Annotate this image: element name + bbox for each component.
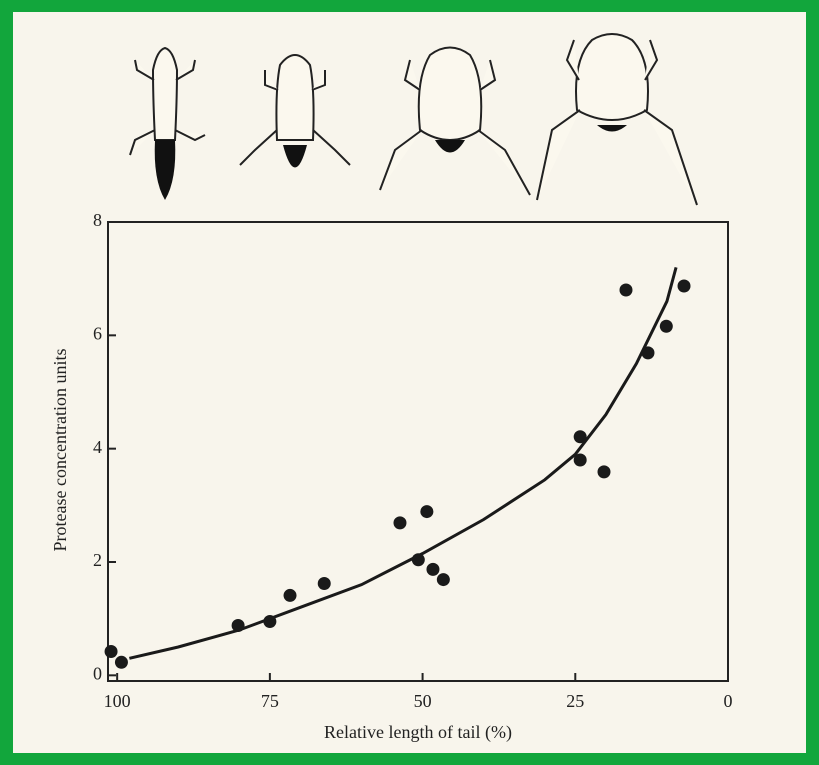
x-tick-label: 100: [104, 691, 131, 711]
y-tick-label: 4: [93, 437, 102, 457]
data-point: [426, 562, 440, 576]
data-point: [619, 283, 633, 297]
x-tick-label: 25: [566, 691, 584, 711]
paper: [13, 12, 806, 753]
data-point: [659, 319, 673, 333]
plot-frame: [107, 221, 729, 682]
data-point: [104, 645, 118, 659]
y-tick-label: 6: [93, 323, 102, 343]
data-point: [436, 573, 450, 587]
data-point: [420, 505, 434, 519]
y-tick-label: 8: [93, 210, 102, 230]
data-point: [393, 516, 407, 530]
y-tick-label: 2: [93, 550, 102, 570]
data-point: [573, 430, 587, 444]
x-tick-label: 75: [261, 691, 279, 711]
data-point: [317, 577, 331, 591]
data-point: [677, 279, 691, 293]
y-axis-label: Protease concentration units: [50, 349, 70, 552]
x-axis-label: Relative length of tail (%): [324, 722, 512, 743]
illustration: [129, 33, 698, 206]
fit-curve: [129, 266, 678, 660]
x-tick-label: 0: [724, 691, 733, 711]
x-tick-label: 50: [414, 691, 432, 711]
data-point: [114, 655, 128, 669]
y-tick-label: 0: [93, 663, 102, 683]
data-point: [573, 453, 587, 467]
data-point: [597, 465, 611, 479]
data-point: [283, 588, 297, 602]
